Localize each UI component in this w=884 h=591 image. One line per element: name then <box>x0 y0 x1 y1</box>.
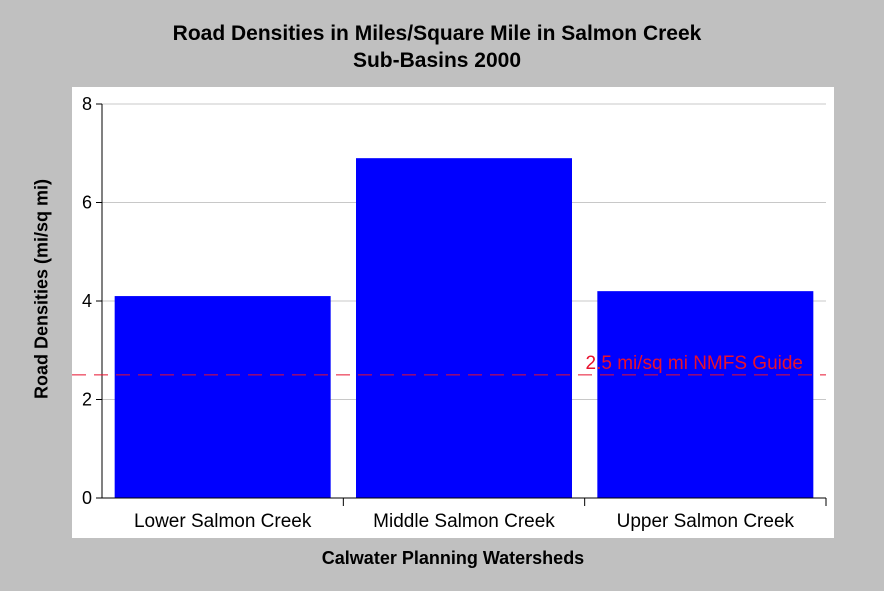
x-tick-label: Middle Salmon Creek <box>373 511 555 532</box>
y-tick-label: 4 <box>82 291 92 311</box>
y-tick-label: 2 <box>82 390 92 410</box>
reference-line-label: 2.5 mi/sq mi NMFS Guide <box>586 353 804 374</box>
chart-title-line-1: Road Densities in Miles/Square Mile in S… <box>172 22 702 45</box>
bar <box>114 296 331 498</box>
y-tick-label: 0 <box>82 488 92 508</box>
y-axis-label: Road Densities (mi/sq mi) <box>31 178 52 400</box>
x-axis-label: Calwater Planning Watersheds <box>321 548 585 568</box>
chart-title-line-2: Sub-Basins 2000 <box>352 49 522 72</box>
y-tick-label: 8 <box>82 94 92 114</box>
x-tick-label: Upper Salmon Creek <box>617 511 795 532</box>
bar <box>597 291 814 498</box>
y-tick-label: 6 <box>82 193 92 213</box>
bar <box>356 158 572 499</box>
x-tick-label: Lower Salmon Creek <box>134 511 312 532</box>
